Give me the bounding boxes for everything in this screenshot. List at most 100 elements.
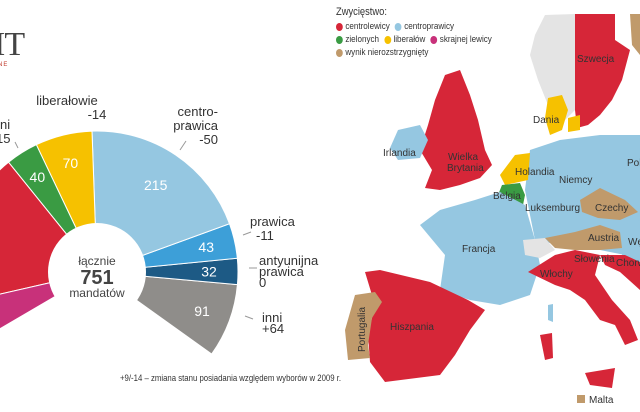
legend-label: centrolewicy <box>345 21 390 32</box>
label-change: 15 <box>0 131 11 146</box>
label-francja: Francja <box>462 244 496 255</box>
label-name-2: prawica <box>173 118 218 133</box>
label-ni: ni 15 <box>0 118 14 146</box>
leader-line-inni <box>244 315 254 320</box>
label-wielka: Wielka <box>448 152 478 163</box>
country-uk <box>420 70 492 190</box>
country-italy <box>528 250 638 345</box>
label-change: -14 <box>87 107 107 122</box>
seat-chart: 91 32 43 215 70 40 łącznie 751 mandatów <box>0 121 257 355</box>
segment-value-label: 32 <box>201 264 217 280</box>
label-portugalia: Portugalia <box>357 307 368 352</box>
label-name-1: antyunijna <box>259 253 319 268</box>
label-name: prawica <box>250 214 295 229</box>
label-change: -50 <box>199 132 218 147</box>
legend-item-nierozstrzygniety: wynik nierozstrzygnięty <box>336 47 428 58</box>
country-netherlands <box>500 153 530 185</box>
legend-label: skrajnej lewicy <box>439 34 492 45</box>
label-change: 0 <box>259 275 267 290</box>
label-change: -11 <box>256 228 274 243</box>
label-slowenia: Słowenia <box>574 254 615 265</box>
label-austria: Austria <box>588 233 620 244</box>
logo: IT <box>0 26 25 63</box>
country-finland-part <box>630 14 640 55</box>
country-austria <box>545 225 622 250</box>
label-wlochy: Włochy <box>540 269 573 280</box>
country-denmark-islands <box>568 115 580 132</box>
country-sardinia <box>540 333 553 360</box>
label-malta: Malta <box>589 395 614 406</box>
legend-item-skrajnej-lewicy: skrajnej lewicy <box>430 34 492 45</box>
label-dania: Dania <box>533 115 560 126</box>
label-chorwacja: Chorw <box>616 258 640 269</box>
legend-label: wynik nierozstrzygnięty <box>345 47 429 58</box>
segment-value-label: 40 <box>30 169 46 185</box>
leader-line-prawica <box>242 231 252 236</box>
label-name: inni <box>262 310 283 325</box>
label-holandia: Holandia <box>515 167 555 178</box>
label-name: ni <box>0 117 11 132</box>
map-legend: Zwycięstwo: centrolewicy centroprawicy z… <box>336 6 519 60</box>
label-brytania: Brytania <box>447 163 484 174</box>
segment-inni <box>132 275 238 355</box>
label-czechy: Czechy <box>595 203 628 214</box>
label-niemcy: Niemcy <box>559 175 592 186</box>
country-denmark <box>545 95 568 135</box>
center-label-bottom: mandatów <box>69 286 125 300</box>
center-label-top: łącznie <box>78 254 116 268</box>
legend-item-liberalow: liberałów <box>384 34 425 45</box>
center-hole <box>48 223 146 321</box>
label-irlandia: Irlandia <box>383 148 416 159</box>
country-portugal <box>345 292 382 360</box>
label-antyunijna-prawica: antyunijna prawica 0 <box>259 253 319 290</box>
light-blue-dot-icon <box>394 22 402 31</box>
malta-swatch <box>577 395 585 403</box>
legend-label: liberałów <box>393 34 426 45</box>
country-sweden <box>575 14 630 128</box>
label-liberalowie: liberałowie -14 <box>2 94 132 122</box>
logo-subtitle: NE <box>0 62 9 68</box>
country-ireland <box>390 125 428 160</box>
country-france <box>420 192 540 305</box>
legend-item-centroprawicy: centroprawicy <box>394 21 455 32</box>
label-name: liberałowie <box>36 93 98 108</box>
label-polska: Pols <box>627 158 640 169</box>
label-szwecja: Szwecja <box>577 54 615 65</box>
green-dot-icon <box>336 35 343 44</box>
country-switzerland <box>523 238 555 258</box>
magenta-dot-icon <box>430 35 438 44</box>
country-croatia <box>600 255 640 290</box>
change-note: +9/-14 – zmiana stanu posiadania względe… <box>120 373 342 384</box>
segment-value-label: 91 <box>194 303 210 319</box>
legend-title: Zwycięstwo: <box>336 6 387 18</box>
label-inni: inni +64 <box>262 310 285 336</box>
tan-dot-icon <box>336 48 343 57</box>
country-corsica <box>548 304 553 322</box>
legend-label: centroprawicy <box>404 21 455 32</box>
segment-value-label: 43 <box>198 239 214 255</box>
center-label-value: 751 <box>80 267 113 289</box>
europe-map: Szwecja Dania Irlandia Wielka Brytania H… <box>345 14 640 406</box>
label-hiszpania: Hiszpania <box>390 322 434 333</box>
leader-line-centroprawica <box>179 140 187 151</box>
label-centroprawica: centro- prawica -50 <box>158 105 218 147</box>
country-norway <box>530 14 575 120</box>
legend-item-zielonych: zielonych <box>336 34 379 45</box>
legend-item-centrolewicy: centrolewicy <box>336 21 390 32</box>
country-czechia <box>580 188 638 220</box>
red-dot-icon <box>336 22 343 31</box>
country-sicily <box>585 368 615 388</box>
label-prawica: prawica -11 <box>250 215 295 243</box>
label-change: +64 <box>262 321 285 336</box>
segment-value-label: 70 <box>63 155 79 171</box>
country-hungary-area <box>622 220 640 260</box>
country-spain <box>365 270 485 382</box>
label-name-2: prawica <box>259 264 304 279</box>
label-belgia: Belgia <box>493 191 521 202</box>
label-wegry: Węg <box>628 237 640 248</box>
yellow-dot-icon <box>384 35 391 44</box>
leader-line-liberalowie <box>186 121 191 131</box>
label-name-1: centro- <box>177 104 218 119</box>
legend-label: zielonych <box>345 34 380 45</box>
leader-line-ni <box>14 141 19 149</box>
